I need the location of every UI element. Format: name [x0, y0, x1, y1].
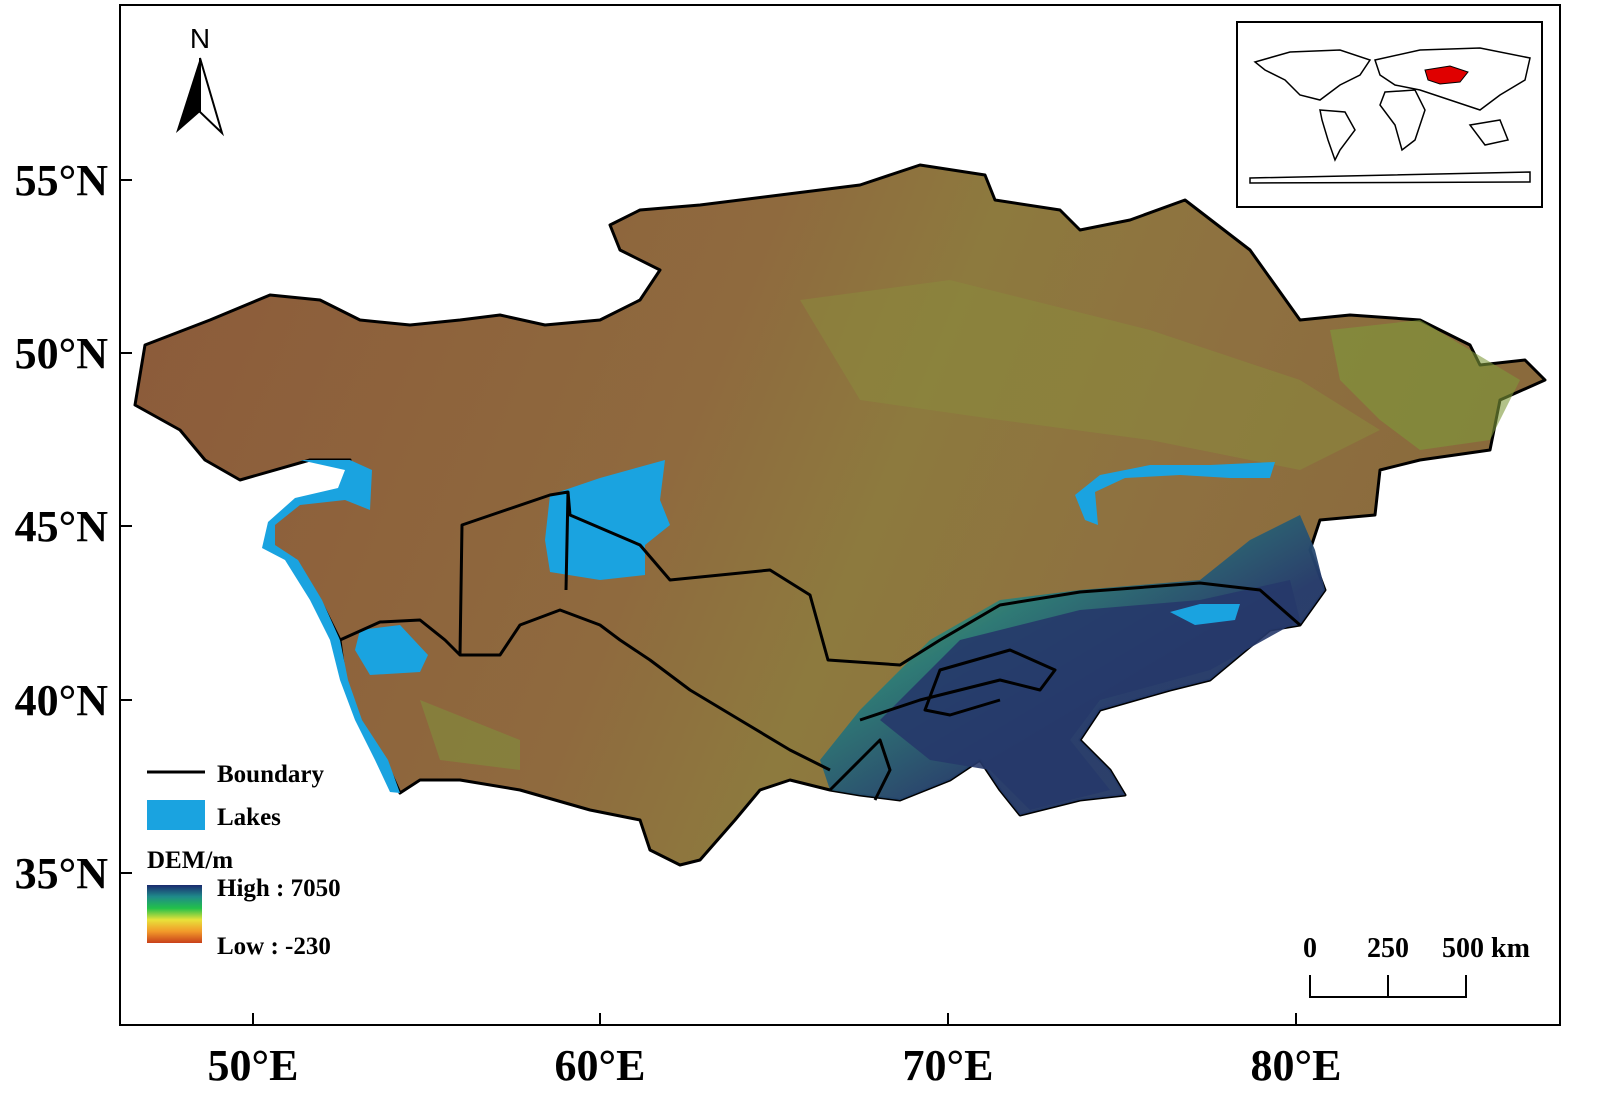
- boundary-line: [564, 491, 570, 591]
- scale-label: 250: [1367, 933, 1409, 964]
- legend-dem-ramp: [147, 885, 202, 943]
- boundary-line: [339, 608, 831, 772]
- north-arrow: N: [176, 23, 225, 137]
- aral-sea: [545, 460, 670, 580]
- caspian-sea: [262, 460, 400, 793]
- longitude-label: 80°E: [1251, 1041, 1342, 1090]
- longitude-label: 70°E: [903, 1041, 994, 1090]
- legend-label: Boundary: [217, 761, 324, 788]
- mountains: [880, 580, 1300, 810]
- legend-label: Lakes: [217, 804, 281, 831]
- upland-shading: [800, 280, 1380, 470]
- latitude-label: 35°N: [15, 849, 109, 898]
- latitude-label: 45°N: [15, 502, 109, 551]
- lake-balkhash: [1075, 462, 1275, 525]
- longitude-label: 60°E: [555, 1041, 646, 1090]
- latitude-label: 55°N: [15, 156, 109, 205]
- legend-label: High : 7050: [217, 875, 341, 902]
- scale-label: 0: [1303, 933, 1317, 964]
- latitude-label: 40°N: [15, 676, 109, 725]
- latitude-label: 50°N: [15, 329, 109, 378]
- lakes: [262, 460, 1275, 793]
- scale-bar: 0 250 500 km: [1303, 933, 1530, 998]
- upland-shading: [420, 700, 520, 770]
- legend-title: DEM/m: [147, 847, 233, 874]
- upland-shading: [1330, 320, 1520, 450]
- kara-bogaz-gol: [355, 625, 428, 675]
- graticule-ticks: [120, 179, 1297, 1025]
- boundary-line: [828, 738, 892, 801]
- scale-label: 500 km: [1442, 933, 1530, 964]
- legend-lakes-swatch: [147, 800, 205, 830]
- boundary-line: [458, 490, 1301, 667]
- issyk-kul: [1170, 604, 1240, 625]
- longitude-label: 50°E: [208, 1041, 299, 1090]
- legend: Boundary Lakes DEM/m High : 7050 Low : -…: [147, 761, 341, 960]
- inset-map: [1236, 21, 1543, 208]
- boundary-line: [859, 648, 1057, 722]
- legend-label: Low : -230: [217, 933, 331, 960]
- north-label: N: [190, 23, 210, 54]
- boundaries: [339, 490, 1301, 801]
